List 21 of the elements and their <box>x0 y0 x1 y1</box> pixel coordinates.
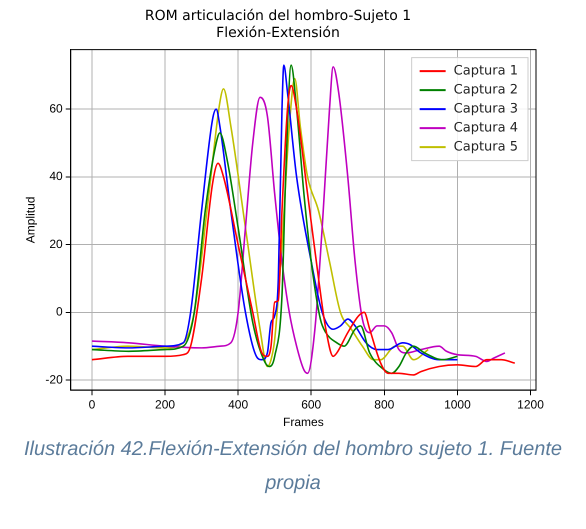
legend-label: Captura 4 <box>454 120 518 136</box>
chart-title: ROM articulación del hombro-Sujeto 1 Flexión-Extensión <box>144 8 412 41</box>
x-tick-label: 1200 <box>517 398 544 412</box>
y-tick-label: -20 <box>45 372 64 386</box>
x-tick-label: 800 <box>374 398 395 412</box>
y-tick-label: 60 <box>49 102 64 116</box>
legend-label: Captura 1 <box>454 63 518 78</box>
legend-label: Captura 3 <box>454 101 518 116</box>
x-tick-label: 400 <box>228 398 248 412</box>
y-tick-label: 20 <box>49 236 64 251</box>
x-tick-label: 200 <box>155 398 176 412</box>
x-tick-label: 1000 <box>444 398 472 412</box>
x-tick-label: 0 <box>88 398 96 412</box>
y-tick-label: 0 <box>56 304 64 319</box>
legend-label: Captura 2 <box>454 82 518 98</box>
x-tick-label: 600 <box>301 398 322 412</box>
y-tick-label: 40 <box>49 169 64 184</box>
x-axis-title: Frames <box>283 415 324 430</box>
legend-label: Captura 5 <box>454 139 518 154</box>
text: Ilustración 42.Flexión-Extensión del hombro sujeto 1. Fuente propia <box>22 437 564 496</box>
y-axis-title: Amplitud <box>24 196 38 244</box>
